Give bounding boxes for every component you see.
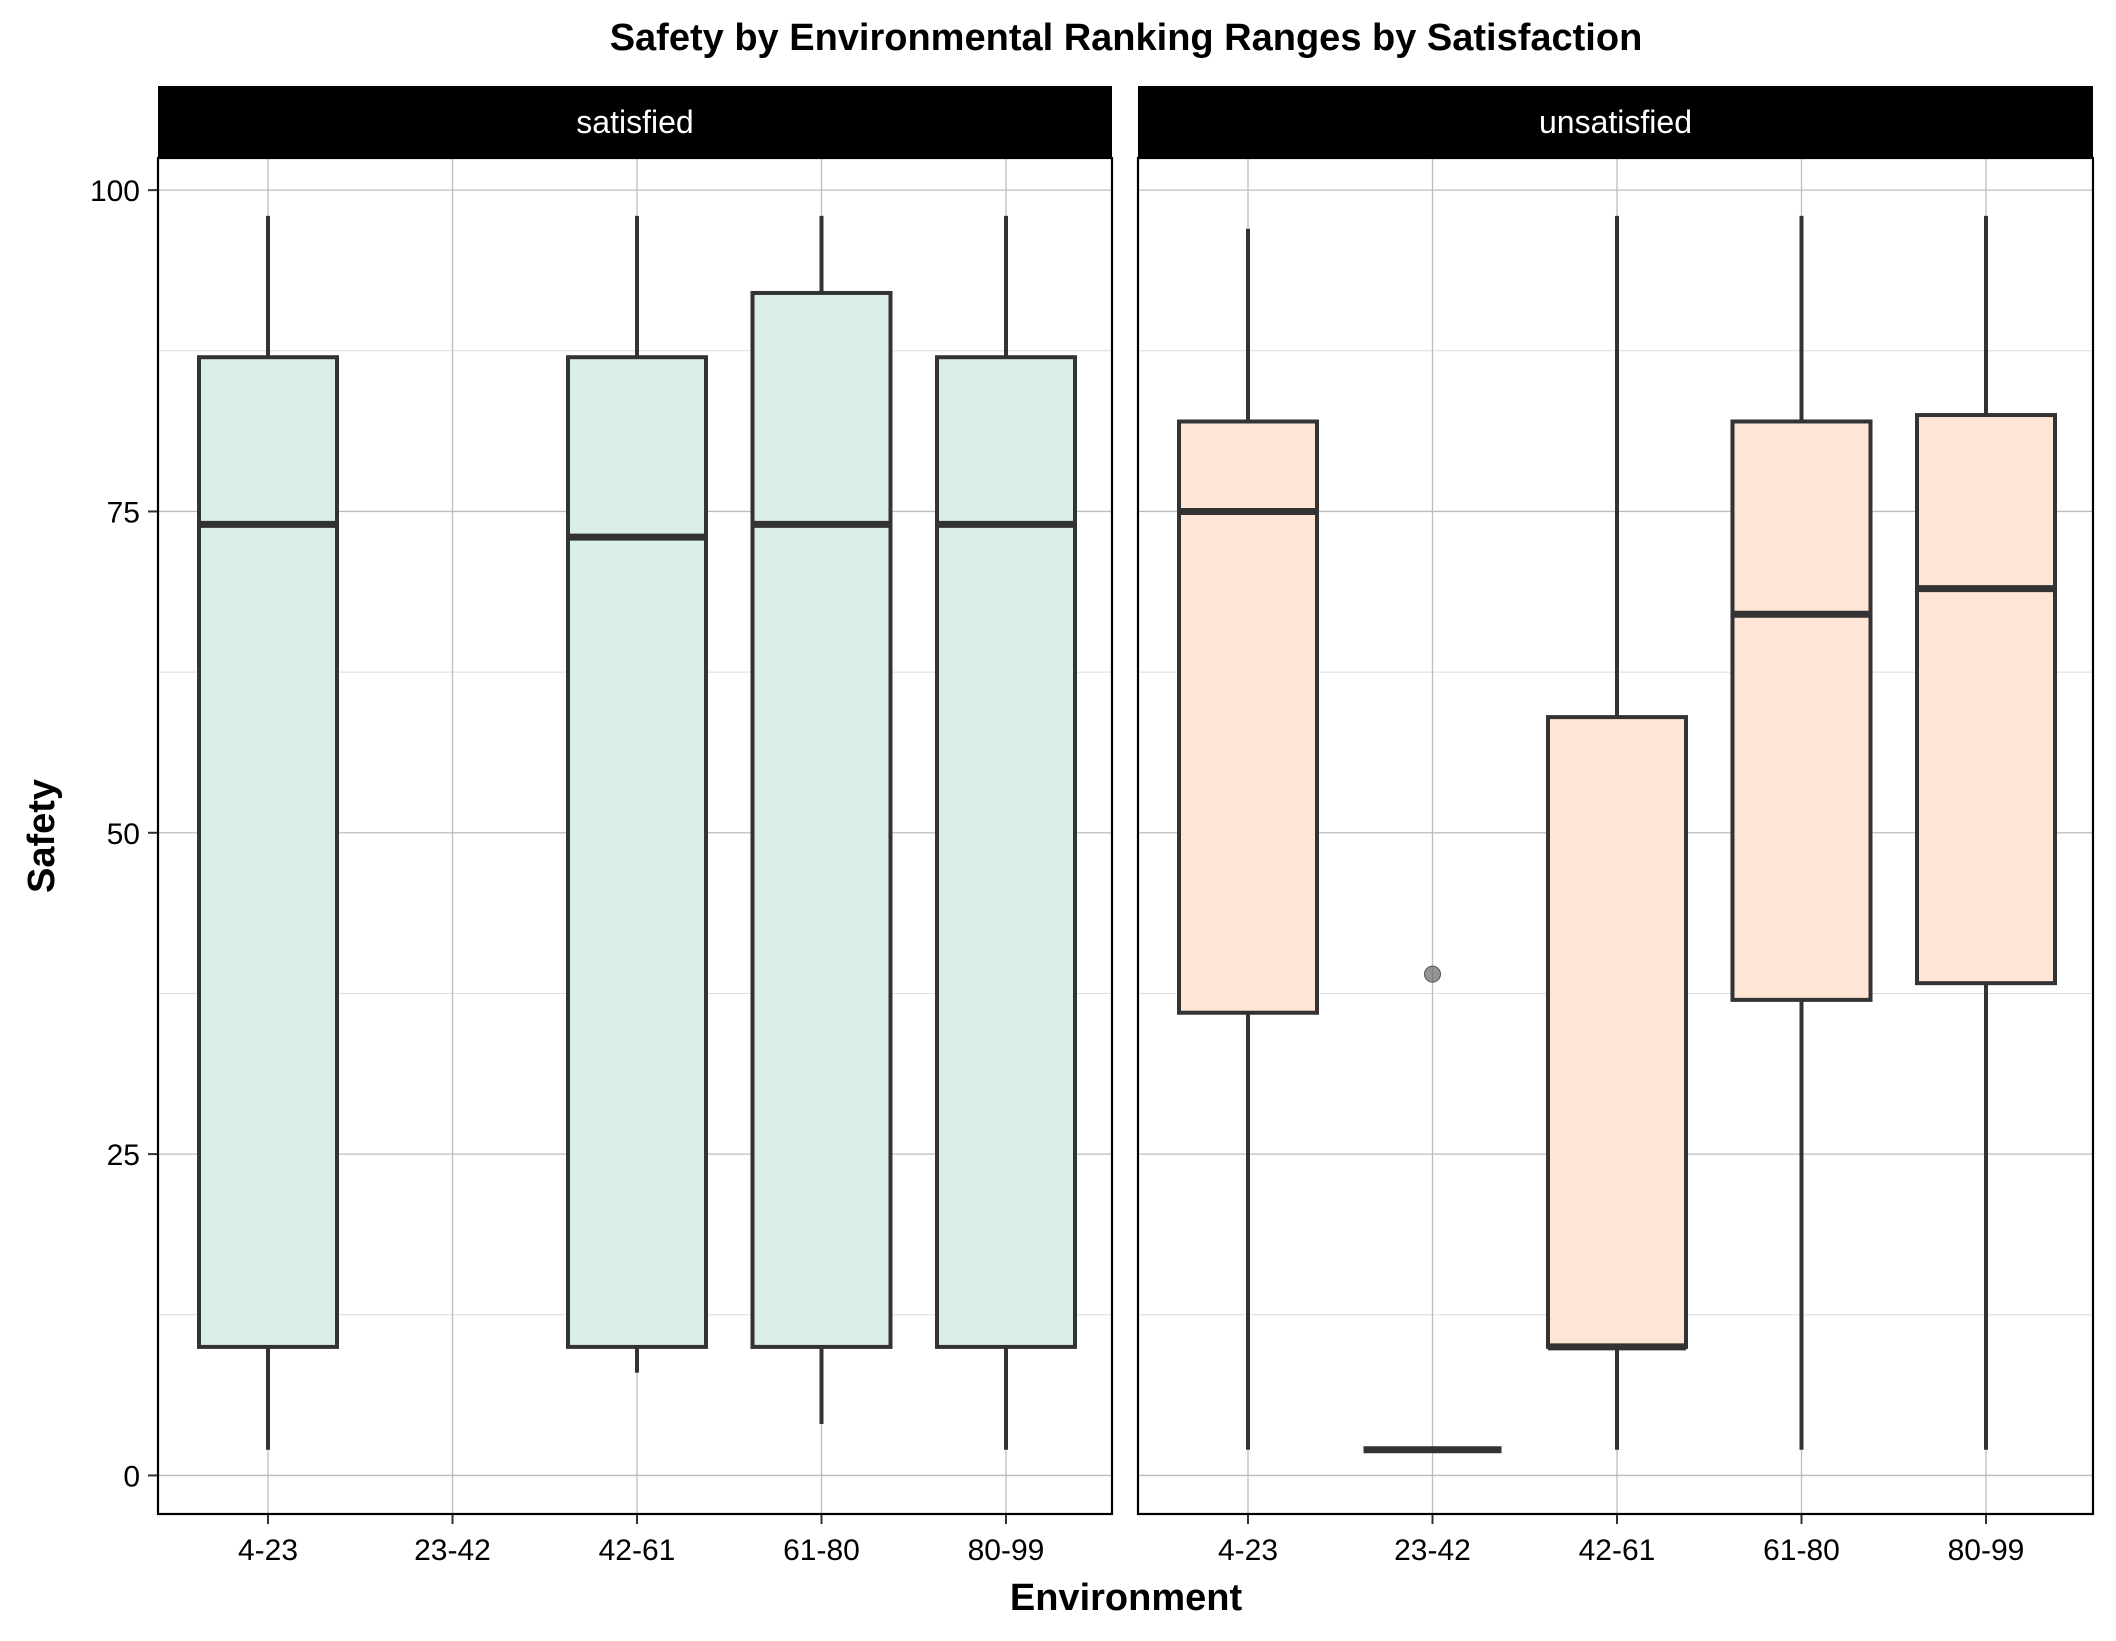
boxplot-61-80 <box>750 215 893 1425</box>
boxplot-42-61 <box>1546 215 1688 1450</box>
boxplot-80-99 <box>1915 215 2057 1450</box>
y-tick-label: 100 <box>90 175 140 208</box>
y-axis: 0 25 50 75 100 <box>90 175 158 1493</box>
box-iqr <box>1730 419 1873 1002</box>
boxplot-23-42 <box>1363 965 1502 1454</box>
y-tick-label: 75 <box>107 496 140 529</box>
box-iqr <box>935 355 1077 1349</box>
box-iqr <box>1546 715 1688 1349</box>
boxplot-80-99 <box>935 215 1077 1450</box>
outlier-point <box>1424 965 1441 983</box>
facet-strip-label: satisfied <box>576 104 693 140</box>
x-axis-title: Environment <box>1010 1577 1243 1619</box>
x-tick-label: 4-23 <box>1218 1534 1278 1567</box>
box-iqr <box>566 355 708 1349</box>
x-tick-label: 4-23 <box>238 1534 298 1567</box>
x-tick-label: 23-42 <box>1394 1534 1471 1567</box>
boxplot-42-61 <box>566 215 708 1373</box>
panel-unsatisfied: unsatisfied 4-23 23-42 42-61 61-80 80-99 <box>1136 86 2095 1567</box>
boxplot-4-23 <box>1177 228 1319 1450</box>
y-tick-label: 0 <box>123 1460 140 1493</box>
y-tick-label: 25 <box>107 1139 140 1172</box>
facet-strip <box>158 86 1112 158</box>
chart-title: Safety by Environmental Ranking Ranges b… <box>610 17 1643 59</box>
box-iqr <box>750 290 893 1349</box>
box-iqr <box>1177 419 1319 1015</box>
boxplot-61-80 <box>1730 215 1873 1450</box>
box-iqr <box>197 355 339 1349</box>
x-tick-label: 23-42 <box>414 1534 491 1567</box>
x-tick-label: 61-80 <box>783 1534 860 1567</box>
y-axis-title: Safety <box>21 779 63 893</box>
panel-satisfied: satisfied 4-23 23-42 42-61 61-80 80-99 <box>156 86 1114 1567</box>
panel-border <box>156 156 1114 1516</box>
facet-strip <box>1138 86 2093 158</box>
x-tick-label: 42-61 <box>1579 1534 1656 1567</box>
x-tick-label: 80-99 <box>1948 1534 2025 1567</box>
x-tick-label: 61-80 <box>1763 1534 1840 1567</box>
boxplot-4-23 <box>197 215 339 1450</box>
panel-border <box>1136 156 2095 1516</box>
x-tick-label: 42-61 <box>599 1534 676 1567</box>
facet-strip-label: unsatisfied <box>1539 104 1692 140</box>
y-tick-label: 50 <box>107 818 140 851</box>
box-iqr <box>1915 413 2057 986</box>
x-tick-label: 80-99 <box>968 1534 1045 1567</box>
